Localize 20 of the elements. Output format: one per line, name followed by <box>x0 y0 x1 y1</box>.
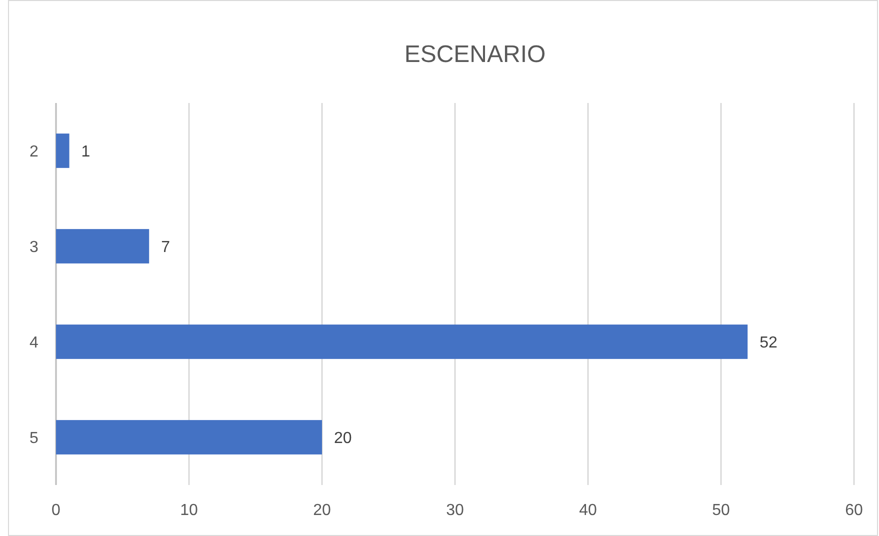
y-tick-label: 5 <box>30 430 39 447</box>
data-label: 20 <box>334 430 352 447</box>
data-label: 1 <box>81 143 90 160</box>
bar <box>56 324 748 359</box>
x-tick-label: 50 <box>712 502 730 519</box>
x-tick-label: 60 <box>845 502 863 519</box>
chart-title: ESCENARIO <box>404 41 546 68</box>
bar <box>56 229 150 264</box>
data-label: 52 <box>760 334 778 352</box>
y-tick-label: 4 <box>30 334 39 352</box>
x-tick-label: 40 <box>579 502 597 519</box>
bar <box>56 134 70 168</box>
data-label: 7 <box>161 238 170 256</box>
x-tick-label: 20 <box>313 502 331 519</box>
y-tick-label: 3 <box>30 238 39 256</box>
y-tick-label: 2 <box>30 143 39 160</box>
x-tick-label: 10 <box>180 502 198 519</box>
bar <box>56 420 322 454</box>
x-tick-label: 30 <box>446 502 464 519</box>
x-tick-label: 0 <box>52 502 61 519</box>
